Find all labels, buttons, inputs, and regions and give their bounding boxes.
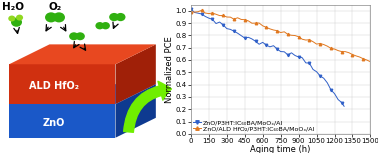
Polygon shape xyxy=(116,84,156,138)
ZnO/P3HT:IC₆₀BA/MoOₓ/Al xyxy=(217,21,222,23)
ZnO/P3HT:IC₆₀BA/MoOₓ/Al xyxy=(282,51,287,53)
Polygon shape xyxy=(9,84,156,104)
ZnO/P3HT:IC₆₀BA/MoOₓ/Al xyxy=(289,52,294,54)
Circle shape xyxy=(69,32,79,40)
Circle shape xyxy=(109,13,119,21)
ZnO/P3HT:IC₆₀BA/MoOₓ/Al xyxy=(296,56,301,58)
ZnO/P3HT:IC₆₀BA/MoOₓ/Al xyxy=(196,12,200,14)
ZnO/P3HT:IC₆₀BA/MoOₓ/Al xyxy=(257,43,262,45)
Circle shape xyxy=(45,12,57,22)
Legend: ZnO/P3HT:IC₆₀BA/MoOₓ/Al, ZnO/ALD HfO₂/P3HT:IC₆₀BA/MoOₓ/Al: ZnO/P3HT:IC₆₀BA/MoOₓ/Al, ZnO/ALD HfO₂/P3… xyxy=(193,119,314,132)
Line: ZnO/ALD HfO₂/P3HT:IC₆₀BA/MoOₓ/Al: ZnO/ALD HfO₂/P3HT:IC₆₀BA/MoOₓ/Al xyxy=(190,9,372,63)
ZnO/ALD HfO₂/P3HT:IC₆₀BA/MoOₓ/Al xyxy=(321,44,326,45)
ZnO/P3HT:IC₆₀BA/MoOₓ/Al xyxy=(192,11,197,13)
ZnO/P3HT:IC₆₀BA/MoOₓ/Al xyxy=(203,16,208,17)
ZnO/P3HT:IC₆₀BA/MoOₓ/Al xyxy=(342,105,346,107)
ZnO/P3HT:IC₆₀BA/MoOₓ/Al xyxy=(328,89,333,91)
ZnO/P3HT:IC₆₀BA/MoOₓ/Al xyxy=(332,93,337,95)
ZnO/P3HT:IC₆₀BA/MoOₓ/Al xyxy=(225,28,229,30)
Circle shape xyxy=(16,15,23,21)
Text: ZnO: ZnO xyxy=(43,118,65,128)
ZnO/P3HT:IC₆₀BA/MoOₓ/Al xyxy=(243,37,247,39)
ZnO/P3HT:IC₆₀BA/MoOₓ/Al xyxy=(264,44,268,46)
Line: ZnO/P3HT:IC₆₀BA/MoOₓ/Al: ZnO/P3HT:IC₆₀BA/MoOₓ/Al xyxy=(190,8,345,108)
Text: H₂O: H₂O xyxy=(2,2,24,11)
Text: O₂: O₂ xyxy=(48,2,62,11)
ZnO/ALD HfO₂/P3HT:IC₆₀BA/MoOₓ/Al xyxy=(249,22,254,24)
Circle shape xyxy=(53,12,65,22)
FancyArrowPatch shape xyxy=(124,81,171,132)
ZnO/P3HT:IC₆₀BA/MoOₓ/Al xyxy=(321,77,326,79)
Circle shape xyxy=(11,18,22,27)
ZnO/P3HT:IC₆₀BA/MoOₓ/Al xyxy=(336,99,340,101)
Text: ALD HfO₂: ALD HfO₂ xyxy=(29,81,79,91)
ZnO/P3HT:IC₆₀BA/MoOₓ/Al xyxy=(260,41,265,43)
ZnO/ALD HfO₂/P3HT:IC₆₀BA/MoOₓ/Al xyxy=(189,11,193,13)
ZnO/ALD HfO₂/P3HT:IC₆₀BA/MoOₓ/Al xyxy=(232,18,236,20)
ZnO/P3HT:IC₆₀BA/MoOₓ/Al xyxy=(325,82,330,84)
ZnO/P3HT:IC₆₀BA/MoOₓ/Al xyxy=(300,57,305,59)
ZnO/P3HT:IC₆₀BA/MoOₓ/Al xyxy=(307,62,311,64)
ZnO/ALD HfO₂/P3HT:IC₆₀BA/MoOₓ/Al xyxy=(368,61,373,63)
ZnO/P3HT:IC₆₀BA/MoOₓ/Al xyxy=(210,19,215,20)
ZnO/P3HT:IC₆₀BA/MoOₓ/Al xyxy=(339,102,344,103)
Circle shape xyxy=(8,16,15,21)
ZnO/P3HT:IC₆₀BA/MoOₓ/Al xyxy=(189,8,193,10)
Polygon shape xyxy=(9,104,116,138)
X-axis label: Aging time (h): Aging time (h) xyxy=(251,146,311,153)
ZnO/P3HT:IC₆₀BA/MoOₓ/Al xyxy=(304,62,308,64)
ZnO/P3HT:IC₆₀BA/MoOₓ/Al xyxy=(275,48,279,50)
Circle shape xyxy=(101,22,110,29)
ZnO/ALD HfO₂/P3HT:IC₆₀BA/MoOₓ/Al xyxy=(364,59,369,61)
ZnO/P3HT:IC₆₀BA/MoOₓ/Al xyxy=(268,46,272,48)
ZnO/P3HT:IC₆₀BA/MoOₓ/Al xyxy=(318,75,322,77)
ZnO/ALD HfO₂/P3HT:IC₆₀BA/MoOₓ/Al xyxy=(311,41,315,43)
ZnO/P3HT:IC₆₀BA/MoOₓ/Al xyxy=(311,69,315,70)
Polygon shape xyxy=(9,64,116,104)
ZnO/P3HT:IC₆₀BA/MoOₓ/Al xyxy=(206,17,211,19)
ZnO/ALD HfO₂/P3HT:IC₆₀BA/MoOₓ/Al xyxy=(200,9,204,11)
Polygon shape xyxy=(116,44,156,104)
ZnO/P3HT:IC₆₀BA/MoOₓ/Al xyxy=(239,35,243,37)
ZnO/P3HT:IC₆₀BA/MoOₓ/Al xyxy=(286,54,290,56)
ZnO/P3HT:IC₆₀BA/MoOₓ/Al xyxy=(249,38,254,40)
ZnO/P3HT:IC₆₀BA/MoOₓ/Al xyxy=(278,51,283,52)
ZnO/P3HT:IC₆₀BA/MoOₓ/Al xyxy=(314,71,319,73)
ZnO/P3HT:IC₆₀BA/MoOₓ/Al xyxy=(271,45,276,47)
Polygon shape xyxy=(9,44,156,64)
ZnO/P3HT:IC₆₀BA/MoOₓ/Al xyxy=(293,55,297,56)
ZnO/P3HT:IC₆₀BA/MoOₓ/Al xyxy=(235,32,240,34)
ZnO/P3HT:IC₆₀BA/MoOₓ/Al xyxy=(253,40,258,42)
ZnO/P3HT:IC₆₀BA/MoOₓ/Al xyxy=(246,36,251,38)
ZnO/P3HT:IC₆₀BA/MoOₓ/Al xyxy=(221,24,225,26)
Circle shape xyxy=(116,13,125,21)
Y-axis label: Normalized PCE: Normalized PCE xyxy=(165,36,174,103)
Circle shape xyxy=(75,32,85,40)
ZnO/ALD HfO₂/P3HT:IC₆₀BA/MoOₓ/Al xyxy=(246,20,251,22)
ZnO/P3HT:IC₆₀BA/MoOₓ/Al xyxy=(200,13,204,15)
ZnO/P3HT:IC₆₀BA/MoOₓ/Al xyxy=(232,30,236,32)
ZnO/P3HT:IC₆₀BA/MoOₓ/Al xyxy=(214,23,218,24)
ZnO/P3HT:IC₆₀BA/MoOₓ/Al xyxy=(228,28,233,30)
Circle shape xyxy=(95,22,104,29)
